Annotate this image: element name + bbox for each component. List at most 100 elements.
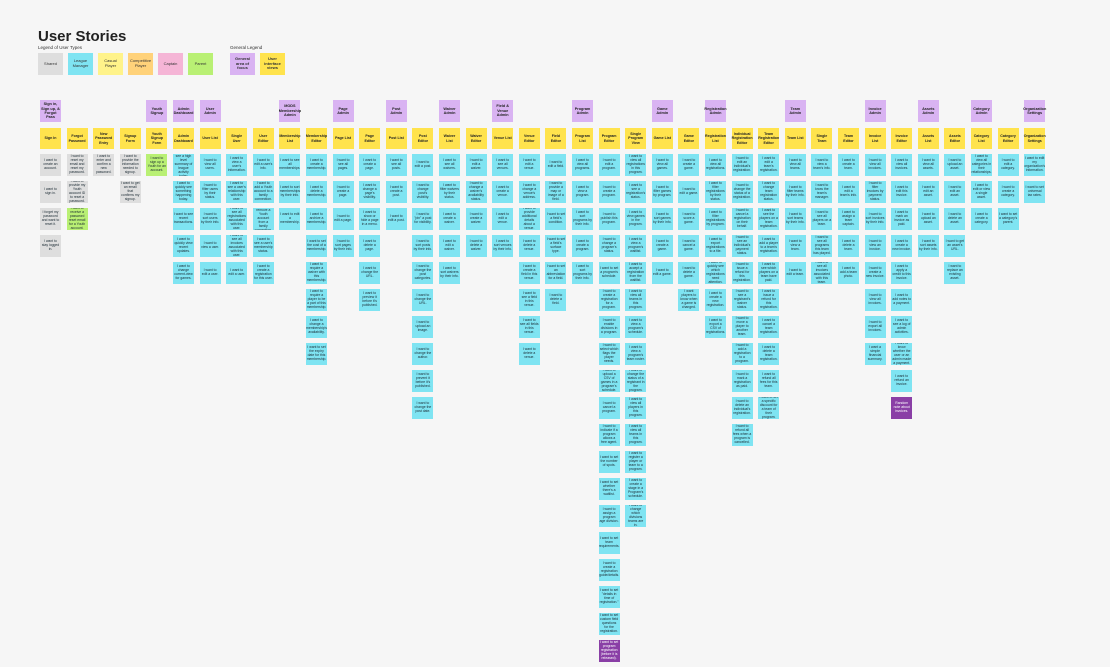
section-label: Page Admin bbox=[332, 100, 354, 122]
story-card: I want to change a program's status. bbox=[598, 235, 620, 257]
view-header: Post List bbox=[385, 128, 407, 149]
story-card: I want to sort pages by their info. bbox=[332, 235, 354, 257]
story-column: I want to enter and confirm a new passwo… bbox=[93, 154, 115, 181]
story-column: I want to edit a venue. I want to change … bbox=[518, 154, 540, 370]
story-card: I want to show or hide a page in a menu. bbox=[359, 208, 381, 230]
legend-chip: Parent bbox=[188, 53, 213, 75]
story-card: I want to refund all fees when a program… bbox=[731, 424, 753, 446]
story-card: I want to sort teams by their info. bbox=[784, 208, 806, 230]
legend-chip: Captain bbox=[158, 53, 183, 75]
legend-chip: Shared bbox=[38, 53, 63, 75]
story-card: I want to create a game. bbox=[651, 235, 673, 257]
view-header: Sign In bbox=[40, 128, 61, 149]
story-card: I want to change the author. bbox=[412, 343, 434, 365]
story-card: I want to set "details in time of regist… bbox=[598, 586, 620, 608]
story-card: I want to set custom field questions for… bbox=[598, 613, 620, 635]
story-column: I want to edit a category. I want to crea… bbox=[997, 154, 1019, 235]
story-card: I want to export all invoices. bbox=[864, 316, 886, 338]
story-card: I want to quickly view recent updates. bbox=[173, 235, 194, 257]
story-card: I want to set a program's schedule. bbox=[598, 262, 620, 284]
view-header: Page List bbox=[332, 128, 354, 149]
story-card: I want to filter invoices by payment sta… bbox=[864, 181, 886, 203]
story-card: I want to provide my Youth account ID to… bbox=[66, 181, 88, 203]
story-card: I want to see all fields in this venue. bbox=[518, 316, 540, 338]
section-label: Sign in, Sign up, & Forgot Pass bbox=[40, 100, 61, 122]
story-card: I want to edit my organization's informa… bbox=[1024, 154, 1046, 176]
story-card: I want to change the URL. bbox=[359, 262, 381, 284]
story-card: I want to get an email that confirms my … bbox=[119, 181, 141, 203]
view-header: Assets Editor bbox=[944, 128, 966, 149]
view-header: Category Editor bbox=[997, 128, 1019, 149]
view-header: Admin Dashboard bbox=[173, 128, 194, 149]
section-label: Field & Venue Admin bbox=[492, 100, 514, 122]
story-column: I want to create a membership. I want to … bbox=[306, 154, 327, 370]
story-card: I want a simple financial summary. bbox=[864, 343, 886, 365]
view-header: Registration List bbox=[705, 128, 726, 149]
story-card: I want to edit a waiver. bbox=[439, 235, 460, 257]
story-card: I want to create a venue. bbox=[492, 181, 514, 203]
legend-general: General area of focus User interface view… bbox=[230, 53, 285, 75]
story-card: I want to view all invoices. bbox=[864, 154, 886, 176]
story-card: I want to issue a refund for this regist… bbox=[758, 289, 780, 311]
story-card: I want to edit a page. bbox=[332, 208, 354, 230]
story-card: I want to reset my email and reset my pa… bbox=[66, 154, 88, 176]
story-card: I want to edit a team's info. bbox=[838, 181, 859, 203]
story-card: I want to enable divisions in a program. bbox=[598, 316, 620, 338]
legend-chip: Competitive Player bbox=[128, 53, 153, 75]
story-card: I want to see recent transactions. bbox=[173, 208, 194, 230]
story-card: I want to view all teams in this program… bbox=[625, 289, 647, 311]
story-card: I want to sort games by their info. bbox=[651, 208, 673, 230]
story-card: I want to set the expiry date for this m… bbox=[306, 343, 327, 365]
story-card: I want to set a category's parent. bbox=[997, 208, 1019, 230]
story-card: I want to delete a field. bbox=[545, 289, 567, 311]
story-card: I want to view all players in this progr… bbox=[625, 397, 647, 419]
story-card: I want to sort venues by their info. bbox=[492, 235, 514, 257]
view-header: Field Editor bbox=[545, 128, 567, 149]
story-card: I want to see a field in this venue. bbox=[518, 289, 540, 311]
section-label: Organization Settings bbox=[1023, 100, 1046, 122]
story-card: I want to indicate if a program allows a… bbox=[598, 424, 620, 446]
story-card: I want to change the status of a registr… bbox=[731, 181, 753, 203]
story-card: I want to set a specific discount for a … bbox=[758, 397, 780, 419]
section-label: MODS Membership Admin bbox=[279, 100, 301, 122]
story-card: I want to filter waivers by their status… bbox=[439, 181, 460, 203]
story-card: I want to edit an asset. bbox=[917, 181, 939, 203]
story-card: I want to see the players on a team regi… bbox=[758, 208, 780, 230]
section-label: Category Admin bbox=[971, 100, 992, 122]
page-title: User Stories bbox=[38, 28, 127, 45]
story-card: I want to view all invoices. bbox=[864, 289, 886, 311]
story-card: I want to delete a membership. bbox=[306, 181, 327, 203]
view-header: Program Editor bbox=[598, 128, 620, 149]
story-card: I want to delete a venue. bbox=[518, 343, 540, 365]
story-column: I want to edit a user's info. I want to a… bbox=[252, 154, 274, 289]
story-card: I want to create a new invoice. bbox=[864, 262, 886, 284]
view-header: Signup Form bbox=[119, 128, 141, 149]
story-card: I want to view a team's info. bbox=[811, 154, 833, 176]
story-card: I want to see all registrations associat… bbox=[226, 208, 248, 230]
story-column: I want to edit a field. I want to provide… bbox=[545, 154, 567, 316]
story-card: Random note about invoices. bbox=[891, 397, 913, 419]
story-card: I want to see an individual's payment st… bbox=[731, 235, 753, 257]
story-column: I want to edit a team's registration. I w… bbox=[758, 154, 780, 424]
story-column: I want to view all teams. I want to filte… bbox=[784, 154, 806, 289]
story-card: I want to edit a user. bbox=[199, 262, 221, 284]
story-card: I want to create a category. bbox=[971, 208, 992, 230]
story-card: I want to refund an invoice. bbox=[891, 370, 913, 392]
story-card: I want to see a registration's status. bbox=[625, 181, 647, 203]
view-header: Page Editor bbox=[359, 128, 381, 149]
view-header: Membership List bbox=[279, 128, 300, 149]
story-card: I want to view a team. bbox=[784, 235, 806, 257]
story-card: I want to mark an invoice as paid. bbox=[891, 208, 913, 230]
story-card: I want to prevent it before it's publish… bbox=[412, 370, 434, 392]
story-card: I want to create a waiver. bbox=[465, 208, 487, 230]
story-card: I want to set a field's surface type. bbox=[545, 235, 567, 257]
story-card: I want to know whether the user or an ad… bbox=[891, 343, 913, 365]
story-card: I want to add a team photo. bbox=[838, 262, 859, 284]
story-card: I want to add notes to a payment. bbox=[891, 289, 913, 311]
story-card: I want to change a waiver's availability… bbox=[465, 181, 487, 203]
story-column: I want to view all invoices. I want to ed… bbox=[891, 154, 913, 424]
legend-chip: League Manager bbox=[68, 53, 93, 75]
story-card: I want to edit an individual's registrat… bbox=[731, 154, 753, 176]
view-header: Waiver Editor bbox=[465, 128, 487, 149]
story-card: I want to delete a venue. bbox=[518, 235, 540, 257]
